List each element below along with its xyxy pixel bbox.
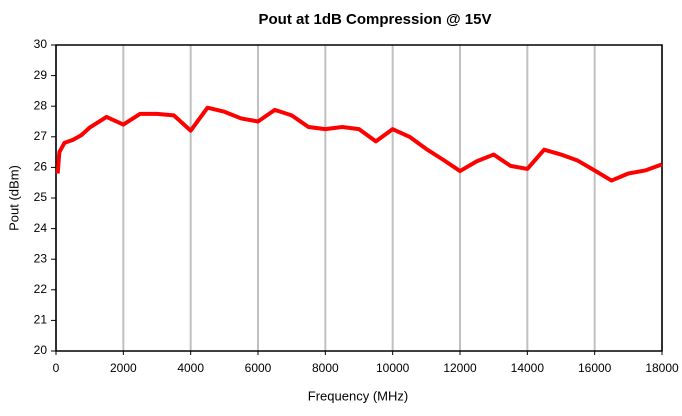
plot-frame [55,44,663,352]
x-tick-label: 2000 [110,361,137,375]
y-tick-label: 23 [34,251,48,265]
x-tick-label: 8000 [312,361,339,375]
chart-title: Pout at 1dB Compression @ 15V [258,11,491,28]
y-tick-label: 26 [34,160,48,174]
data-line [55,105,663,183]
y-tick-label: 22 [34,282,48,296]
x-tick-label: 6000 [245,361,272,375]
y-tick-label: 20 [34,343,48,357]
y-tick-label: 30 [34,37,48,51]
x-tick-label: 16000 [578,361,612,375]
x-tick-label: 18000 [645,361,679,375]
y-tick-label: 27 [34,129,48,143]
x-axis-label: Frequency (MHz) [308,388,408,403]
y-tick-label: 29 [34,68,48,82]
x-tick-label: 14000 [511,361,545,375]
x-tick-label: 10000 [376,361,410,375]
x-tick-label: 4000 [177,361,204,375]
y-tick-label: 28 [34,98,48,112]
y-tick-label: 21 [34,313,48,327]
x-tick-label: 12000 [443,361,477,375]
y-axis-label: Pout (dBm) [6,165,21,231]
y-tick-label: 24 [34,221,48,235]
x-tick-label: 0 [53,361,60,375]
y-tick-label: 25 [34,190,48,204]
